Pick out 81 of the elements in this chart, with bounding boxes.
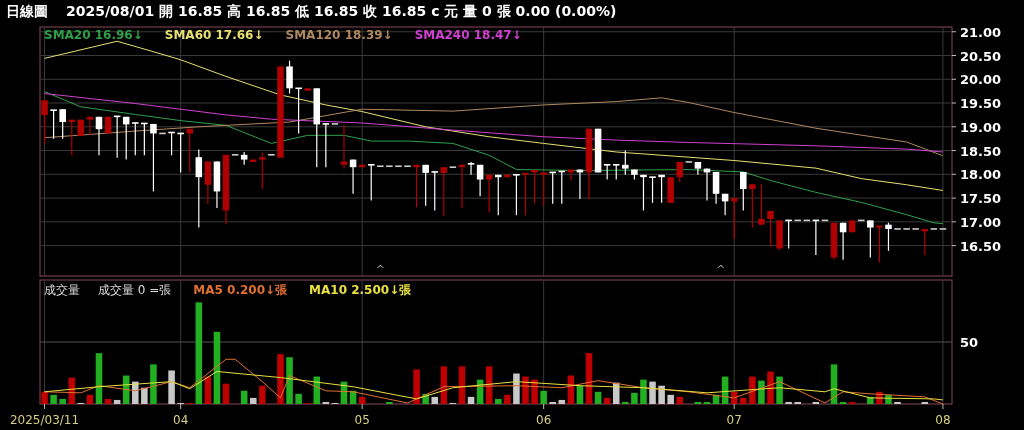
bar	[141, 387, 148, 404]
bar	[749, 376, 756, 404]
bar	[622, 401, 629, 404]
text: SMA120 18.39↓	[285, 28, 393, 42]
bar	[295, 393, 302, 404]
y-tick-label: 17.50	[960, 191, 1002, 207]
bar	[358, 396, 366, 404]
y-tick-label: 18.50	[960, 143, 1002, 159]
bar	[150, 364, 157, 404]
text: MA5 0.200↓張	[193, 283, 289, 297]
text: SMA240 18.47↓	[414, 28, 522, 42]
bar	[104, 398, 112, 404]
bar	[812, 401, 820, 404]
y-tick-label: 20.00	[960, 72, 1002, 88]
text: SMA20 16.96↓	[44, 28, 143, 42]
x-tick-label: 08	[935, 413, 951, 427]
annotation: ^	[375, 263, 386, 276]
text: 50	[960, 335, 979, 350]
bar	[495, 398, 502, 404]
bar	[549, 401, 556, 404]
bar	[277, 354, 284, 404]
y-tick-label: 17.00	[960, 214, 1002, 230]
bar	[540, 390, 547, 404]
bar	[794, 401, 801, 404]
bar	[386, 401, 393, 404]
bar	[649, 381, 656, 404]
y-tick-label: 16.50	[960, 238, 1002, 254]
bar	[222, 383, 230, 404]
bar	[767, 371, 774, 404]
bar	[240, 390, 248, 404]
bar	[413, 369, 420, 404]
chart-subtitle: 成交量 0 =張	[98, 283, 172, 297]
x-tick-label: 05	[354, 413, 370, 427]
bar	[168, 370, 175, 404]
bar	[249, 397, 257, 404]
bar	[41, 391, 48, 404]
bar	[785, 401, 792, 404]
y-tick-label: 20.50	[960, 48, 1002, 64]
chart-title: 日線圖	[6, 3, 48, 19]
bar	[667, 394, 674, 404]
bar	[894, 401, 901, 404]
line-series	[44, 40, 944, 191]
x-tick-label: 07	[726, 413, 742, 427]
bar	[694, 401, 702, 404]
bar	[848, 401, 856, 404]
bar	[286, 357, 293, 404]
y-tick-label: 19.50	[960, 96, 1002, 112]
x-tick-label: 04	[173, 413, 189, 427]
bar	[594, 391, 602, 404]
bar	[59, 398, 66, 404]
line-series	[44, 91, 944, 225]
bar	[603, 397, 611, 404]
chart-subtitle: 2025/08/01 開 16.85 高 16.85 低 16.85 收 16.85 c 元 量 0 張 0.00 (0.00%)	[66, 3, 617, 19]
bar	[50, 394, 57, 404]
bar	[839, 401, 847, 404]
bar	[921, 401, 929, 404]
bar	[658, 385, 665, 404]
x-tick-label: 06	[536, 413, 552, 427]
chart-title: 成交量	[44, 283, 80, 297]
bar	[703, 401, 711, 404]
bar	[576, 385, 584, 404]
bar	[513, 373, 520, 404]
bar	[640, 379, 647, 404]
bar	[259, 385, 266, 404]
y-tick-label: 19.00	[960, 119, 1002, 135]
bar	[68, 377, 76, 404]
y-tick-label: 21.00	[960, 24, 1002, 40]
bar	[467, 396, 475, 404]
bar	[676, 396, 684, 404]
bar	[431, 396, 439, 404]
x-tick-label: 2025/03/11	[9, 413, 80, 427]
bar	[504, 394, 511, 404]
bar	[740, 397, 747, 404]
bar	[531, 379, 538, 404]
bar	[86, 394, 94, 404]
bar	[322, 401, 330, 404]
y-tick-label: 18.00	[960, 167, 1002, 183]
text: MA10 2.500↓張	[309, 283, 413, 297]
bar	[631, 392, 638, 404]
series-label: SMA60 17.66↓	[164, 28, 264, 42]
annotation: ^	[716, 263, 726, 276]
